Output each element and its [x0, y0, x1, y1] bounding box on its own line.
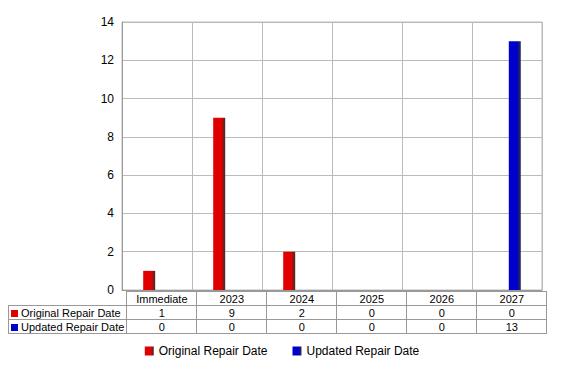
html-text:Immediate: Immediate — [136, 292, 188, 305]
html-text:0: 0 — [298, 320, 305, 333]
html-text:9: 9 — [228, 306, 235, 319]
svg-text:8: 8 — [107, 130, 114, 144]
html-text:0: 0 — [368, 306, 375, 319]
svg-text:10: 10 — [101, 92, 115, 106]
html-text:0: 0 — [508, 306, 515, 319]
html-text:1: 1 — [158, 306, 165, 319]
html-text:2025: 2025 — [359, 292, 385, 305]
html-text:0: 0 — [438, 306, 445, 319]
svg-text:4: 4 — [107, 206, 114, 220]
svg-text:6: 6 — [107, 168, 114, 182]
html-text:2024: 2024 — [289, 292, 315, 305]
html-text:2027: 2027 — [499, 292, 525, 305]
svg-text:2: 2 — [107, 245, 114, 259]
svg-text:14: 14 — [101, 15, 115, 29]
html-text:0: 0 — [438, 320, 445, 333]
html-text:2: 2 — [298, 306, 305, 319]
svg-text:12: 12 — [101, 53, 115, 67]
svg-text:Original Repair Date: Original Repair Date — [159, 344, 268, 358]
html-text:0: 0 — [228, 320, 235, 333]
svg-text:0: 0 — [107, 283, 114, 297]
html-text:Updated Repair Date: Updated Repair Date — [21, 320, 125, 333]
html-text:Original Repair Date: Original Repair Date — [21, 306, 121, 319]
html-text:2023: 2023 — [219, 292, 245, 305]
html-text:2026: 2026 — [429, 292, 455, 305]
html-text:13: 13 — [505, 320, 518, 333]
html-text:0: 0 — [158, 320, 165, 333]
svg-text:Updated Repair Date: Updated Repair Date — [306, 344, 419, 358]
html-text:0: 0 — [368, 320, 375, 333]
